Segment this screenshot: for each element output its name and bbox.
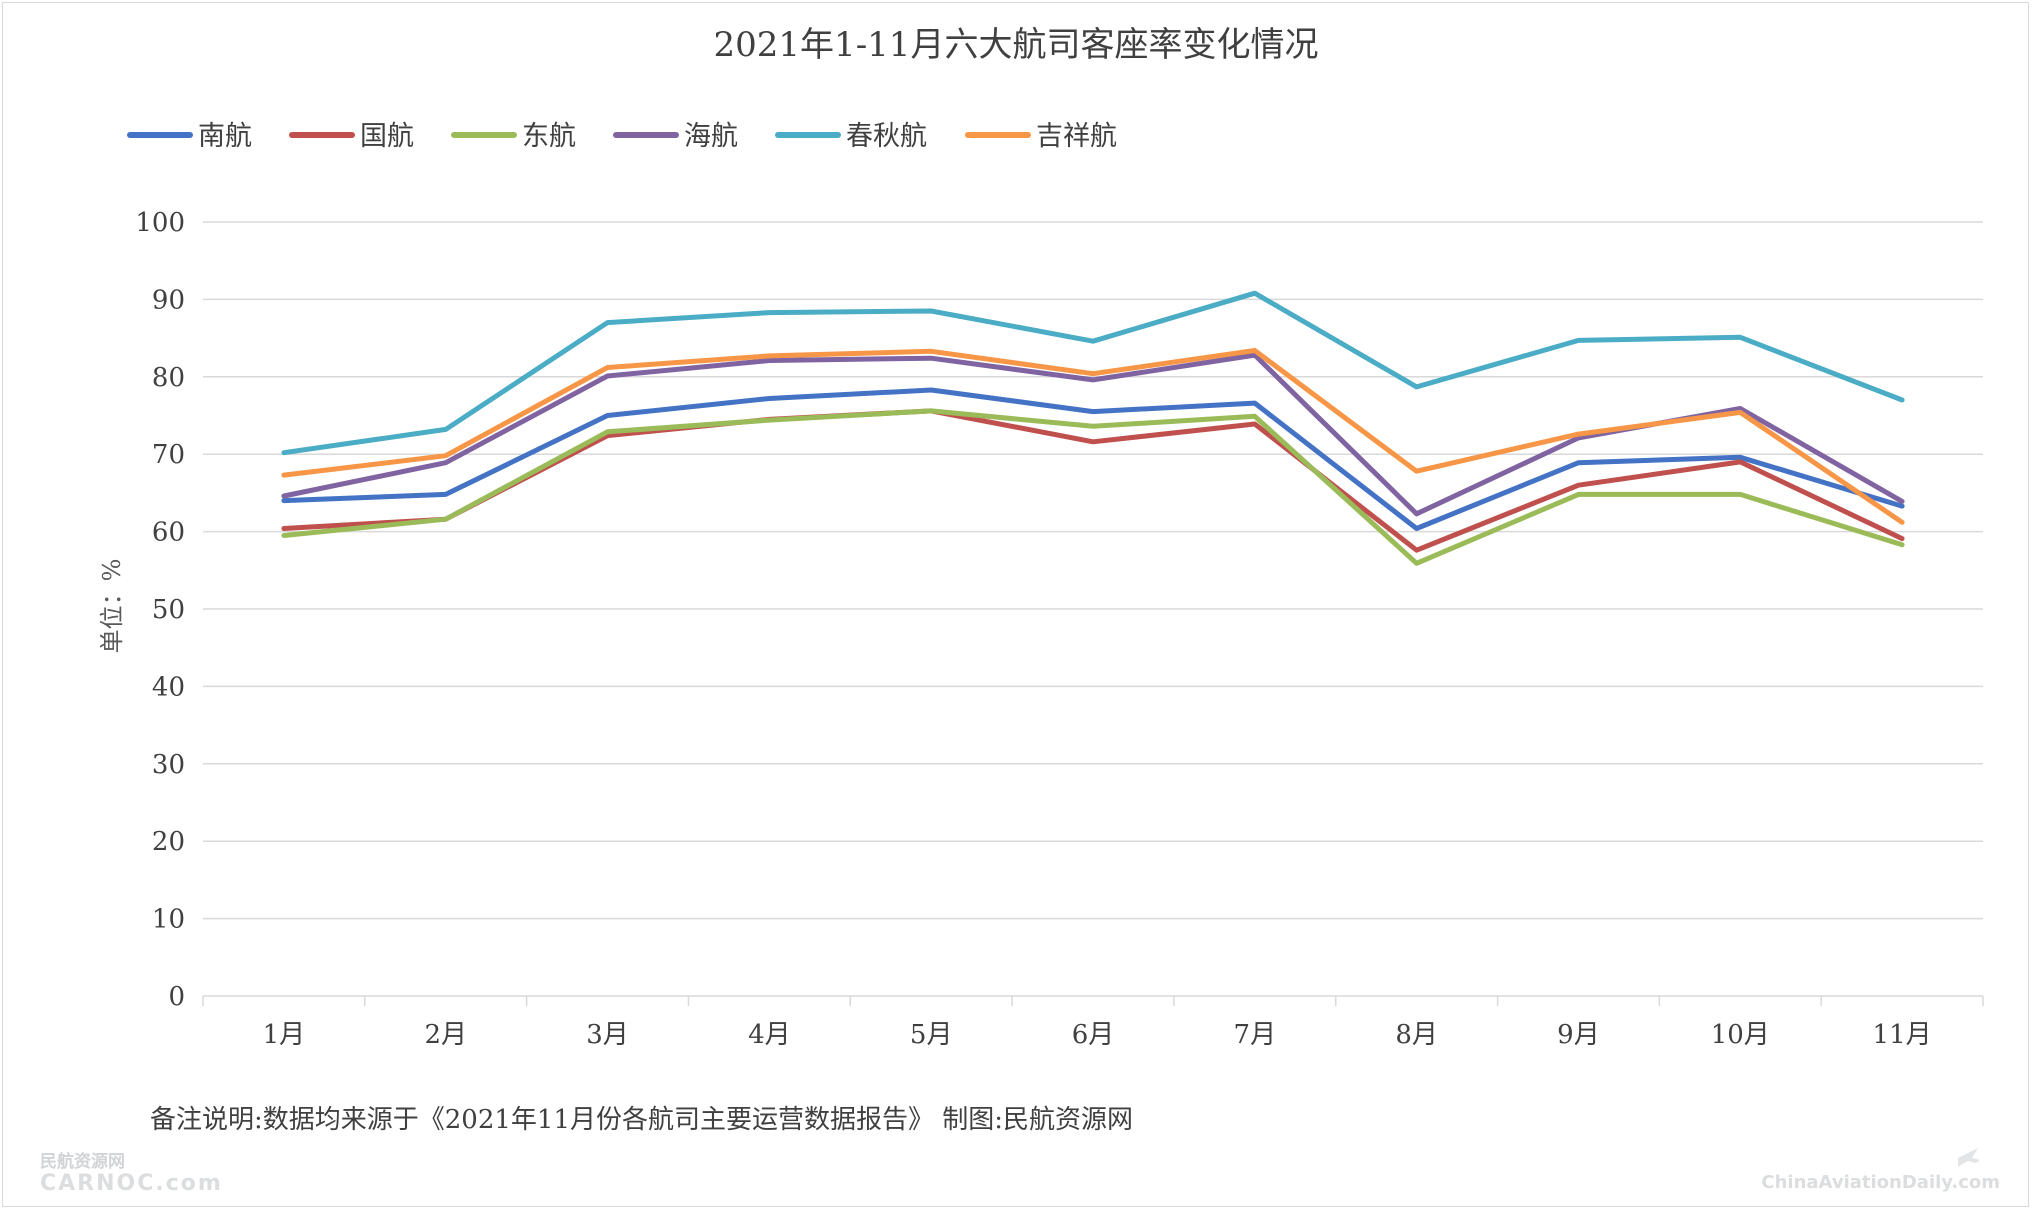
legend: 南航 国航 东航 海航 春秋航 吉祥航 [127,121,1117,152]
legend-label: 南航 [198,121,252,152]
legend-label: 国航 [360,121,414,152]
y-tick-label: 30 [152,750,185,780]
watermark-cad: ChinaAviationDaily.com [1761,1148,2000,1193]
y-tick-label: 0 [168,982,185,1012]
series-line-6 [281,348,1905,525]
y-tick-label: 40 [152,672,185,702]
y-tick-label: 20 [152,827,185,857]
series-line-1 [281,387,1905,531]
gridlines [203,221,1983,997]
legend-label: 吉祥航 [1036,121,1117,152]
x-tick-label: 8月 [1395,1020,1438,1050]
footnote: 备注说明:数据均来源于《2021年11月份各航司主要运营数据报告》 制图:民航资… [150,1105,1133,1135]
watermark-carnoc-cn: 民航资源网 [40,1151,125,1172]
y-tick-label: 60 [152,518,185,548]
series-line-3 [281,408,1905,566]
y-tick-label: 50 [152,595,185,625]
x-tick-label: 10月 [1711,1020,1770,1050]
x-tick-label: 6月 [1072,1020,1115,1050]
x-tick-label: 5月 [910,1020,953,1050]
x-tick-label: 4月 [748,1020,791,1050]
series-line-2 [281,408,1905,553]
x-tick-label: 7月 [1234,1020,1277,1050]
plane-icon [1958,1148,1980,1167]
legend-label: 春秋航 [846,121,927,152]
series-lines [281,290,1905,566]
y-tick-label: 90 [152,285,185,315]
x-tick-label: 3月 [586,1020,629,1050]
chart-title: 2021年1-11月六大航司客座率变化情况 [714,25,1319,65]
y-axis-ticks: 0 10 20 30 40 50 60 70 80 90 100 [135,208,185,1012]
x-axis-ticks: 1月 2月 3月 4月 5月 6月 7月 8月 9月 10月 11月 [202,996,1984,1050]
legend-label: 海航 [684,121,738,152]
y-axis-label: 单位：% [98,559,126,654]
y-tick-label: 80 [152,363,185,393]
x-tick-label: 9月 [1557,1020,1600,1050]
x-tick-label: 2月 [424,1020,467,1050]
y-tick-label: 100 [135,208,185,238]
y-tick-label: 10 [152,905,185,935]
series-line-5 [281,290,1905,456]
legend-label: 东航 [522,121,576,152]
watermark-carnoc: 民航资源网 CARNOC.com [40,1151,223,1196]
y-tick-label: 70 [152,440,185,470]
watermark-carnoc-en: CARNOC.com [40,1171,223,1196]
watermark-cad-text: ChinaAviationDaily.com [1761,1172,2000,1193]
x-tick-label: 11月 [1873,1020,1932,1050]
x-tick-label: 1月 [263,1020,306,1050]
